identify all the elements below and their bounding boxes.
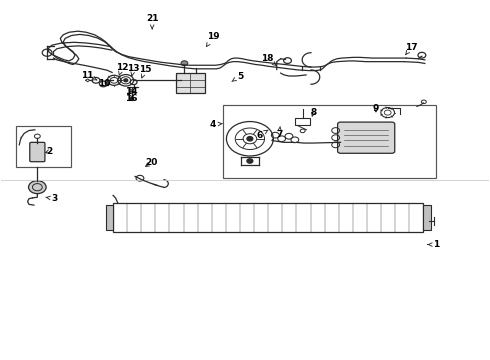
Circle shape [124, 79, 128, 82]
Bar [113, 203, 423, 232]
Text: 1: 1 [428, 240, 440, 249]
Text: 19: 19 [206, 32, 220, 46]
Text: 12: 12 [116, 63, 128, 75]
FancyBboxPatch shape [338, 122, 395, 153]
Text: 13: 13 [127, 64, 140, 76]
FancyBboxPatch shape [30, 142, 45, 162]
Text: 10: 10 [98, 80, 110, 89]
Text: 11: 11 [81, 71, 97, 80]
Text: 18: 18 [261, 54, 276, 66]
Circle shape [247, 159, 253, 163]
Bar [106, 206, 113, 230]
Text: 15: 15 [139, 65, 151, 78]
Text: 8: 8 [310, 108, 317, 117]
Text: 6: 6 [257, 130, 268, 140]
Text: 20: 20 [145, 158, 157, 167]
Text: 16: 16 [125, 94, 138, 103]
Circle shape [130, 98, 134, 100]
Text: 9: 9 [373, 104, 379, 113]
Text: 4: 4 [210, 120, 222, 129]
Text: 3: 3 [46, 194, 57, 203]
Circle shape [181, 61, 188, 66]
Text: 21: 21 [146, 14, 158, 29]
Text: 5: 5 [232, 72, 243, 81]
Circle shape [28, 181, 46, 194]
Bar [16, 126, 71, 167]
Bar [295, 118, 310, 126]
Text: 7: 7 [276, 127, 282, 139]
Text: 17: 17 [405, 43, 417, 55]
Circle shape [247, 136, 253, 141]
Bar [175, 73, 205, 93]
Text: 2: 2 [46, 147, 53, 156]
Text: 14: 14 [125, 86, 138, 95]
Bar [423, 206, 431, 230]
Bar [223, 105, 436, 178]
